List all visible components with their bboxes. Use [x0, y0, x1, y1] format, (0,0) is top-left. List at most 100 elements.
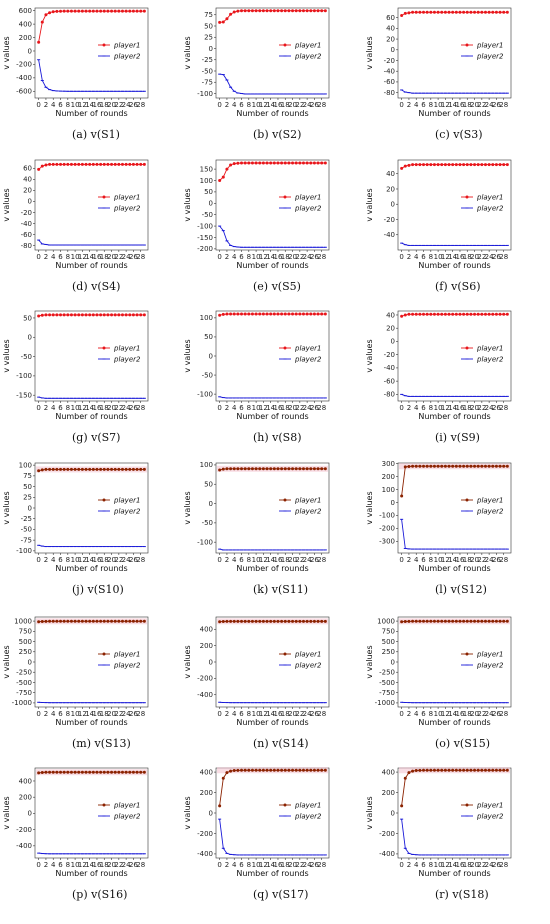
data-point-player1 — [229, 769, 233, 773]
x-tick-label: 20 — [107, 556, 116, 564]
y-tick-label: -50 — [202, 371, 213, 379]
data-point-player1 — [272, 619, 276, 623]
data-point-player1 — [411, 464, 415, 468]
data-point-player1 — [77, 9, 81, 13]
x-tick-label: 10 — [434, 710, 443, 718]
data-point-player1 — [309, 768, 313, 772]
data-point-player1 — [491, 619, 495, 623]
data-point-player1 — [102, 313, 106, 317]
x-tick-label: 2 — [44, 253, 48, 261]
x-tick-label: 0 — [36, 710, 40, 718]
x-tick-label: 22 — [295, 556, 304, 564]
data-point-player1 — [240, 467, 244, 471]
data-point-player1 — [465, 10, 469, 14]
data-point-player1 — [483, 768, 487, 772]
data-point-player1 — [258, 467, 262, 471]
data-point-player1 — [139, 9, 143, 13]
legend-marker-player1 — [283, 498, 287, 502]
data-point-player1 — [476, 163, 480, 167]
x-tick-label: 12 — [441, 253, 450, 261]
legend-marker-player1 — [465, 498, 469, 502]
x-tick-label: 24 — [485, 101, 494, 109]
data-point-player1 — [66, 313, 70, 317]
data-point-player1 — [294, 312, 298, 316]
data-point-player1 — [88, 9, 92, 13]
x-tick-label: 0 — [399, 556, 403, 564]
x-tick-label: 14 — [85, 861, 94, 869]
x-tick-label: 6 — [421, 404, 426, 412]
data-point-player1 — [142, 467, 146, 471]
x-axis-label: Number of rounds — [236, 412, 308, 421]
x-tick-label: 0 — [36, 861, 40, 869]
x-tick-label: 0 — [217, 101, 221, 109]
x-tick-label: 28 — [317, 861, 326, 869]
data-point-player1 — [73, 619, 77, 623]
data-point-player1 — [429, 768, 433, 772]
data-point-player1 — [469, 10, 473, 14]
data-point-player1 — [312, 467, 316, 471]
data-point-player1 — [498, 619, 502, 623]
data-point-player1 — [462, 619, 466, 623]
data-point-player1 — [37, 40, 41, 44]
data-point-player1 — [55, 313, 59, 317]
data-point-player1 — [99, 313, 103, 317]
data-point-player1 — [269, 768, 273, 772]
data-point-player1 — [298, 9, 302, 13]
y-tick-label: 1000 — [14, 617, 32, 625]
x-tick-label: 18 — [100, 556, 109, 564]
x-tick-label: 12 — [78, 253, 87, 261]
x-tick-label: 0 — [217, 556, 221, 564]
data-point-player1 — [218, 804, 222, 808]
legend-label-player1: player1 — [294, 345, 321, 353]
x-tick-label: 18 — [100, 404, 109, 412]
data-point-player1 — [287, 619, 291, 623]
subplot-caption: (o) v(S15) — [435, 737, 490, 750]
x-tick-label: 16 — [274, 710, 283, 718]
data-point-player1 — [102, 9, 106, 13]
y-tick-label: 75 — [204, 11, 213, 19]
data-point-player1 — [59, 619, 63, 623]
plot-frame — [397, 7, 512, 99]
data-point-player1 — [291, 161, 295, 165]
data-point-player1 — [229, 619, 233, 623]
data-point-player1 — [84, 619, 88, 623]
data-point-player1 — [40, 770, 44, 774]
data-point-player1 — [106, 9, 110, 13]
data-point-player1 — [91, 313, 95, 317]
data-point-player1 — [429, 10, 433, 14]
x-tick-label: 16 — [93, 404, 102, 412]
x-tick-label: 0 — [399, 404, 403, 412]
y-tick-label: -50 — [21, 353, 32, 361]
data-point-player1 — [236, 9, 240, 13]
data-point-player1 — [131, 162, 135, 166]
data-point-player1 — [142, 313, 146, 317]
data-point-player1 — [407, 163, 411, 167]
x-tick-label: 20 — [470, 253, 479, 261]
data-point-player1 — [487, 163, 491, 167]
legend-label-player2: player2 — [113, 813, 141, 821]
x-tick-label: 18 — [281, 556, 290, 564]
data-point-player1 — [436, 163, 440, 167]
data-point-player1 — [287, 312, 291, 316]
data-point-player1 — [37, 469, 41, 473]
data-point-player1 — [269, 312, 273, 316]
data-point-player1 — [462, 464, 466, 468]
data-point-player1 — [480, 464, 484, 468]
x-tick-label: 14 — [266, 404, 275, 412]
data-point-player1 — [240, 768, 244, 772]
y-tick-label: 200 — [382, 789, 395, 797]
y-tick-label: -80 — [384, 391, 395, 399]
x-tick-label: 8 — [429, 710, 433, 718]
x-tick-label: 26 — [492, 861, 501, 869]
x-tick-label: 18 — [281, 253, 290, 261]
y-tick-label: -40 — [384, 68, 395, 76]
data-point-player1 — [462, 768, 466, 772]
x-tick-label: 20 — [288, 556, 297, 564]
x-axis-label: Number of rounds — [55, 261, 127, 270]
data-point-player1 — [221, 467, 225, 471]
data-point-player1 — [51, 619, 55, 623]
y-tick-label: 500 — [382, 638, 395, 646]
data-point-player1 — [294, 467, 298, 471]
data-point-player1 — [283, 161, 287, 165]
legend-marker-player1 — [283, 43, 287, 47]
